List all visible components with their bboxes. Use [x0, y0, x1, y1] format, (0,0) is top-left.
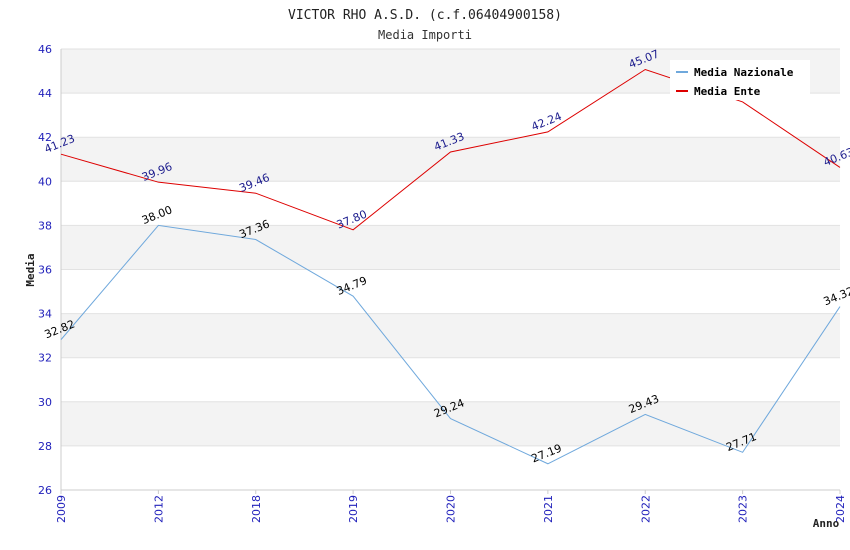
x-tick-label: 2012	[152, 495, 165, 523]
x-tick-label: 2024	[834, 495, 847, 523]
y-tick-label: 40	[38, 175, 52, 188]
x-axis-label: Anno	[813, 517, 840, 530]
grid-band	[61, 401, 840, 446]
y-axis-label: Media	[24, 253, 37, 286]
series-line	[60, 224, 841, 465]
x-tick-label: 2020	[445, 495, 458, 523]
chart-title: VICTOR RHO A.S.D. (c.f.06404900158)	[288, 8, 562, 23]
legend: Media Nazionale Media Ente	[670, 60, 810, 100]
y-tick-label: 36	[38, 264, 52, 277]
y-tick-label: 30	[38, 396, 52, 409]
legend-box	[670, 60, 810, 100]
x-tick-label: 2022	[639, 495, 652, 523]
legend-entry: Media Ente	[694, 85, 761, 98]
y-tick-label: 46	[38, 43, 52, 56]
y-tick-label: 42	[38, 131, 52, 144]
y-tick-label: 28	[38, 440, 52, 453]
grid-band	[61, 225, 840, 270]
y-tick-label: 44	[38, 87, 52, 100]
y-axis-ticks: 26 28 30 32 34 36 38 40 42 44 46	[38, 43, 52, 497]
grid-band	[61, 313, 840, 358]
x-tick-label: 2023	[737, 495, 750, 523]
y-tick-label: 26	[38, 484, 52, 497]
legend-entry: Media Nazionale	[694, 66, 794, 79]
x-tick-label: 2019	[347, 495, 360, 523]
y-tick-label: 32	[38, 352, 52, 365]
y-tick-label: 38	[38, 219, 52, 232]
x-tick-label: 2009	[55, 495, 68, 523]
chart-subtitle: Media Importi	[378, 28, 472, 42]
grid-band	[61, 137, 840, 182]
x-axis-ticks: 2009 2012 2018 2019 2020 2021 2022 2023 2024	[55, 490, 847, 523]
x-tick-label: 2018	[250, 495, 263, 523]
y-tick-label: 34	[38, 308, 52, 321]
x-tick-label: 2021	[542, 495, 555, 523]
